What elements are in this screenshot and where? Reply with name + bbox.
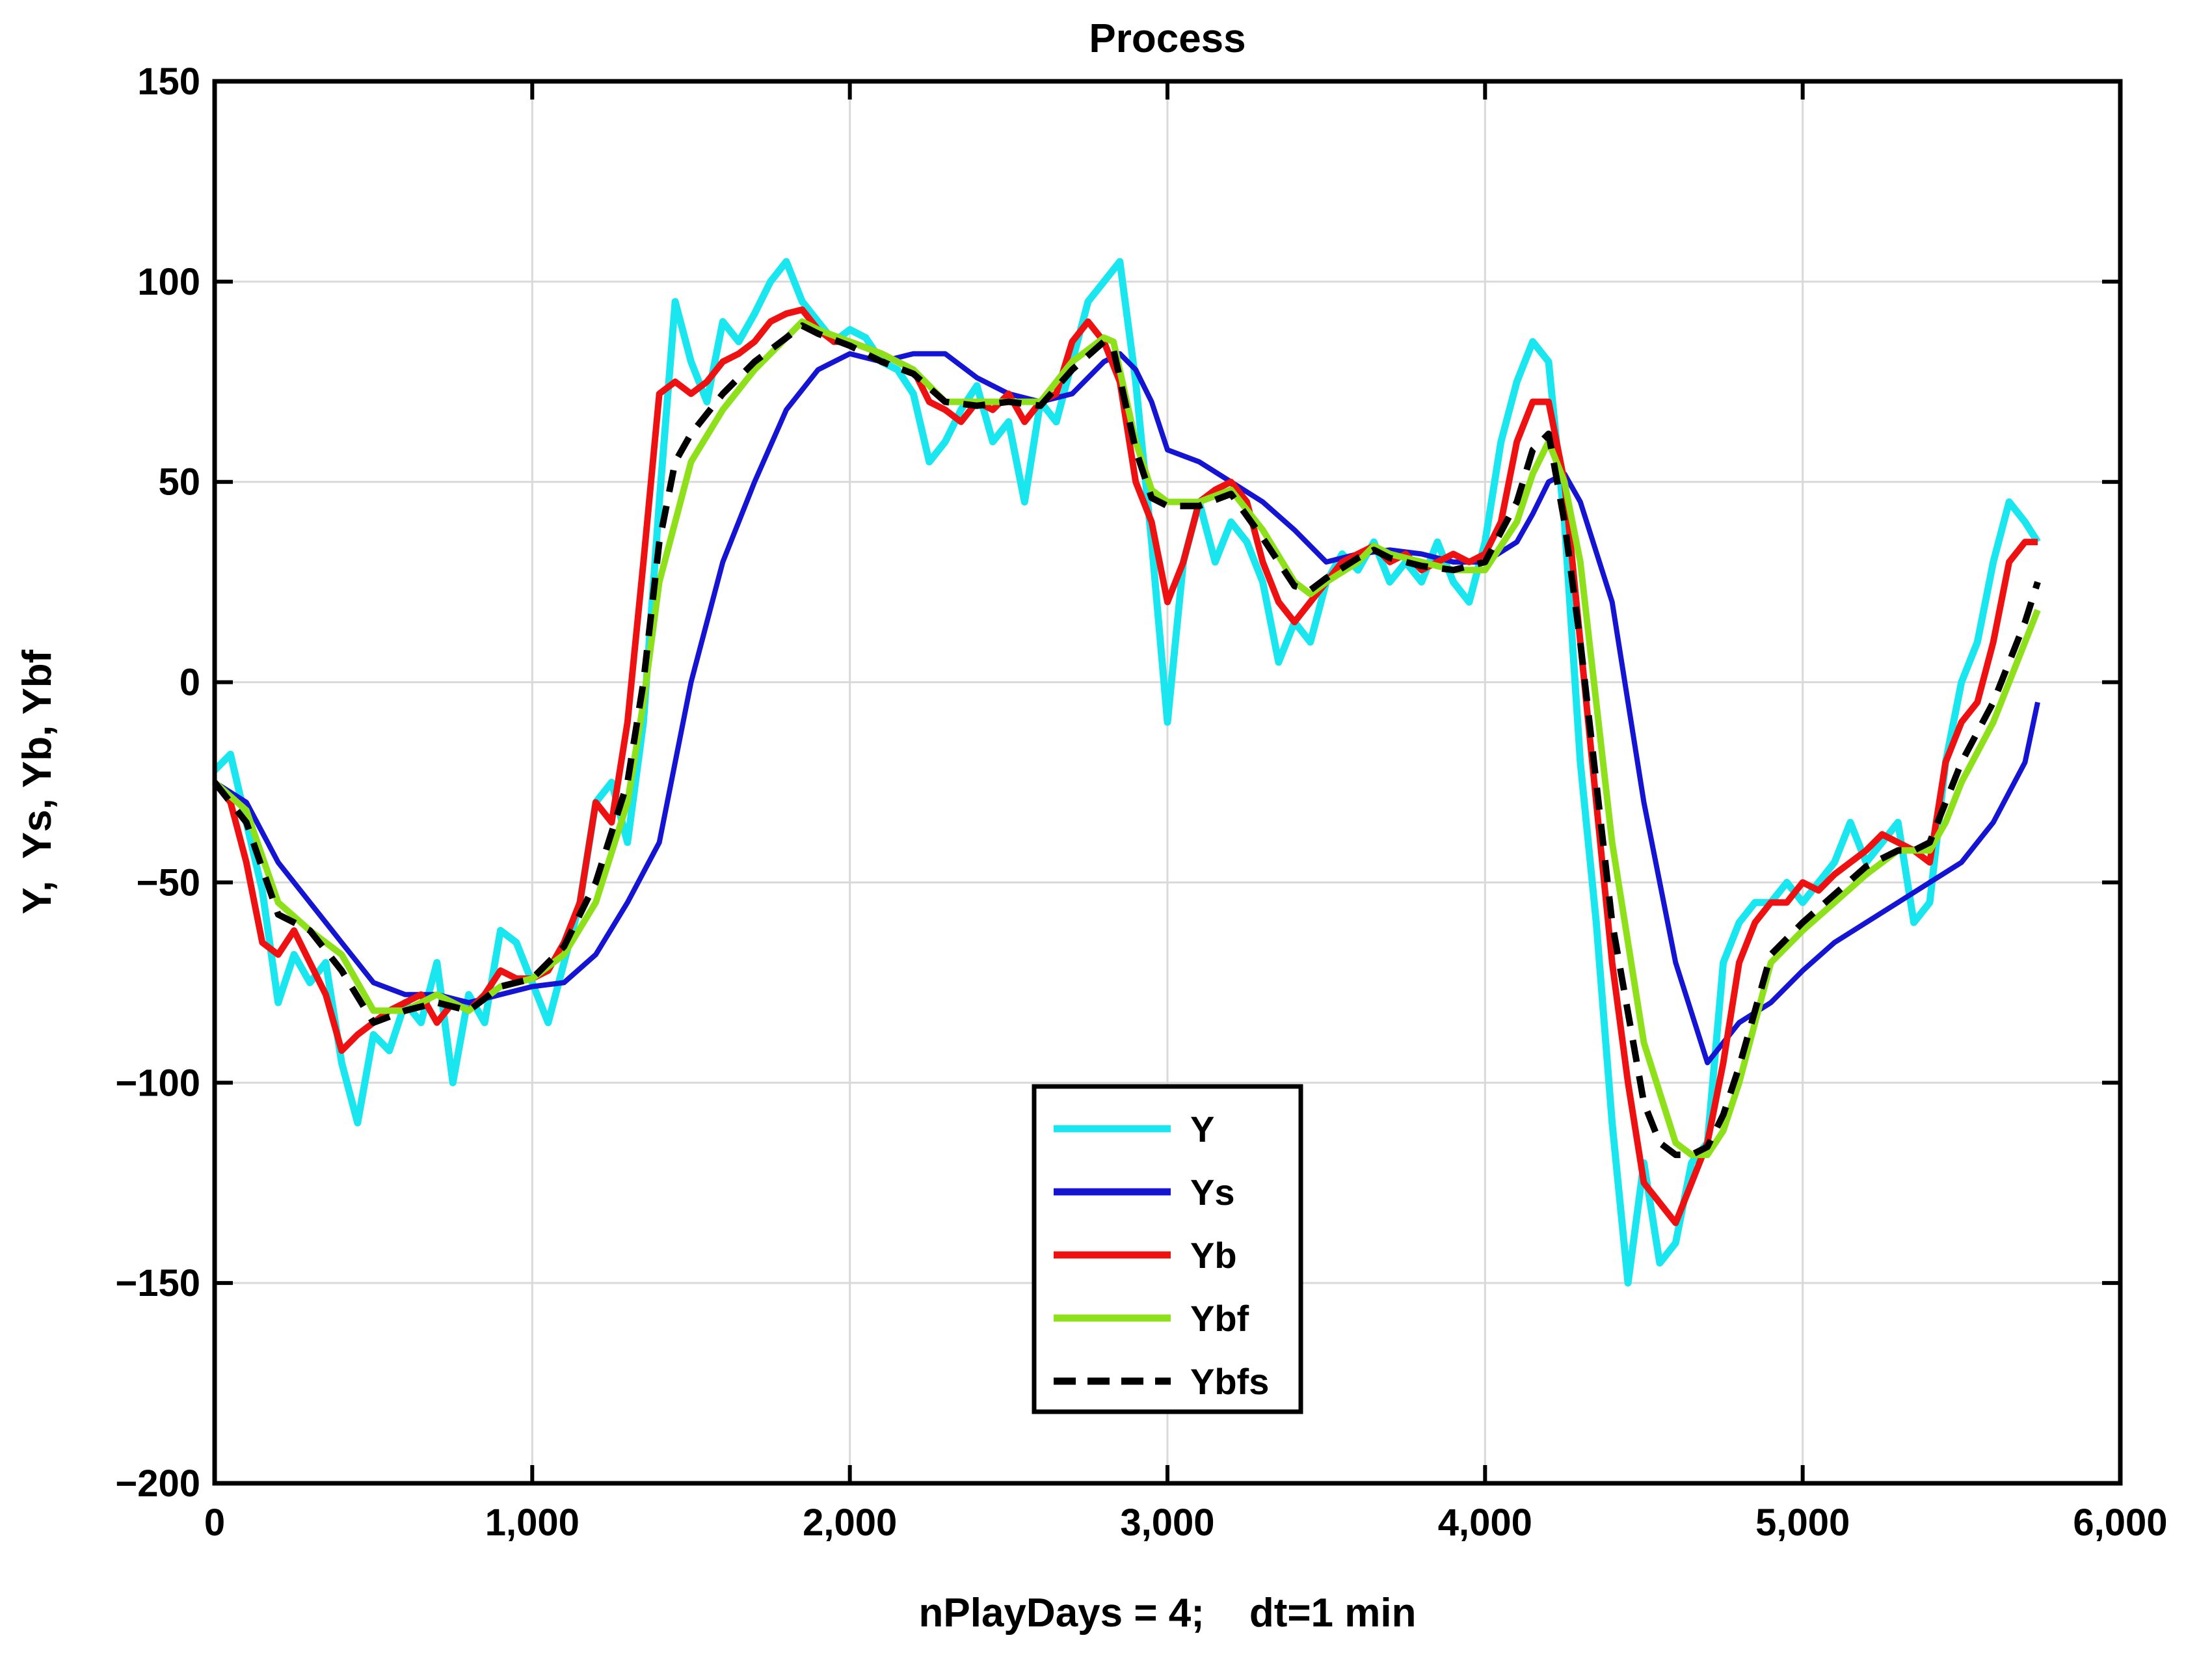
legend-label-ys: Ys [1190, 1172, 1235, 1213]
x-tick-label: 1,000 [485, 1502, 580, 1544]
chart-title: Process [1089, 16, 1246, 61]
legend-label-yb: Yb [1190, 1235, 1237, 1276]
series-line-y [212, 258, 2041, 1287]
y-tick-label: 0 [180, 662, 200, 704]
x-tick-label: 5,000 [1755, 1502, 1850, 1544]
y-tick-labels: 150 100 50 0 −50 −100 −150 −200 [115, 61, 200, 1505]
x-tick-labels: 0 1,000 2,000 3,000 4,000 5,000 6,000 [204, 1502, 2168, 1544]
y-tick-label: 100 [137, 261, 200, 303]
legend-label-ybf: Ybf [1190, 1298, 1249, 1339]
x-tick-label: 4,000 [1438, 1502, 1532, 1544]
legend-box [1032, 1084, 1303, 1414]
series-line-yb [212, 306, 2038, 1226]
series-group [212, 258, 2041, 1287]
y-tick-label: 50 [158, 461, 200, 504]
legend: Y Ys Yb Ybf Ybfs [1032, 1084, 1303, 1414]
x-tick-label: 3,000 [1120, 1502, 1214, 1544]
legend-label-ybfs: Ybfs [1190, 1361, 1269, 1402]
series-line-ybfs [212, 322, 2041, 1159]
series-line-ybf [212, 318, 2041, 1159]
x-tick-label: 6,000 [2073, 1502, 2167, 1544]
legend-label-y: Y [1190, 1109, 1214, 1150]
x-axis-label: nPlayDays = 4; dt=1 min [919, 1591, 1417, 1636]
y-axis-label: Y, Ys, Yb, Ybf [15, 649, 60, 914]
x-tick-label: 2,000 [803, 1502, 897, 1544]
ticks [213, 79, 2122, 1485]
y-tick-label: −50 [137, 861, 200, 904]
y-tick-label: −200 [115, 1462, 200, 1505]
y-tick-label: −150 [115, 1262, 200, 1304]
y-tick-label: −100 [115, 1062, 200, 1104]
x-tick-label: 0 [204, 1502, 225, 1544]
y-tick-label: 150 [137, 61, 200, 103]
